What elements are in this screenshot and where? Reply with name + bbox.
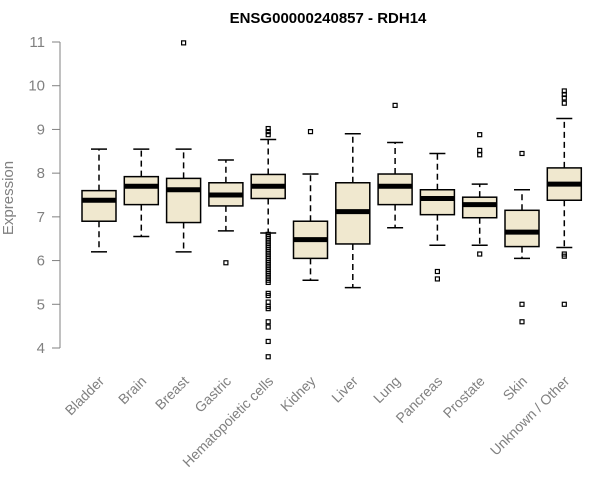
y-axis-label: Expression xyxy=(0,161,17,235)
y-tick-label: 11 xyxy=(29,34,45,51)
outlier-point xyxy=(392,102,398,108)
box-unknown-other xyxy=(546,88,583,307)
outlier-point xyxy=(265,338,271,345)
chart-title: ENSG00000240857 - RDH14 xyxy=(230,10,427,27)
outlier-point xyxy=(561,95,567,101)
iqr-box xyxy=(461,196,498,219)
outlier-point xyxy=(434,276,440,282)
iqr-box xyxy=(504,209,540,248)
outlier-point xyxy=(561,301,567,307)
box-kidney xyxy=(292,129,329,281)
outlier-point xyxy=(265,279,271,286)
x-tick-label: Kidney xyxy=(277,373,319,415)
outlier-point xyxy=(223,260,229,266)
outlier-point xyxy=(265,354,271,360)
y-tick-label: 4 xyxy=(37,340,45,357)
y-tick-label: 6 xyxy=(37,253,45,270)
x-tick-label: Skin xyxy=(500,373,531,404)
x-tick-label: Liver xyxy=(328,373,361,406)
y-tick-label: 5 xyxy=(37,296,45,313)
outlier-point xyxy=(265,299,271,305)
outlier-point xyxy=(265,125,271,132)
outlier-point xyxy=(477,132,483,138)
outlier-point xyxy=(519,150,525,157)
x-tick-label: Brain xyxy=(115,373,149,407)
outlier-point xyxy=(265,129,271,135)
box-hematopoietic-cells xyxy=(250,125,286,360)
box-series xyxy=(81,40,583,360)
outlier-point xyxy=(265,324,271,330)
box-breast xyxy=(165,40,202,253)
x-tick-label: Bladder xyxy=(62,373,108,419)
box-gastric xyxy=(208,159,244,266)
outlier-point xyxy=(519,319,525,325)
outlier-point xyxy=(265,319,271,325)
iqr-box xyxy=(419,189,456,216)
box-brain xyxy=(123,148,160,238)
box-bladder xyxy=(81,148,117,253)
y-tick-label: 9 xyxy=(37,121,45,138)
y-tick-label: 7 xyxy=(37,209,45,226)
outlier-point xyxy=(477,251,483,257)
outlier-point xyxy=(265,306,271,312)
outlier-point xyxy=(434,268,440,275)
outlier-point xyxy=(477,152,483,158)
iqr-box xyxy=(81,189,117,222)
x-tick-label: Lung xyxy=(370,373,403,406)
outlier-point xyxy=(561,100,567,106)
outlier-point xyxy=(561,253,567,259)
x-tick-label: Pancreas xyxy=(392,373,445,426)
outlier-point xyxy=(265,132,271,138)
outlier-point xyxy=(181,40,187,46)
outlier-point xyxy=(307,129,314,135)
box-liver xyxy=(335,133,371,289)
outlier-point xyxy=(477,147,483,154)
x-tick-label: Unknown / Other xyxy=(487,373,573,459)
iqr-box xyxy=(165,177,202,224)
y-axis: 4 5 6 7 8 9 10 11 xyxy=(28,34,61,357)
x-tick-label: Prostate xyxy=(440,373,488,421)
box-pancreas xyxy=(419,152,456,282)
iqr-box xyxy=(123,175,160,206)
box-prostate xyxy=(461,132,498,257)
y-tick-label: 10 xyxy=(28,78,45,95)
box-skin xyxy=(504,150,540,325)
outlier-point xyxy=(519,301,525,307)
outlier-point xyxy=(265,292,271,299)
x-tick-label: Breast xyxy=(152,373,192,413)
iqr-box xyxy=(377,173,413,206)
y-tick-label: 8 xyxy=(37,165,45,182)
box-lung xyxy=(377,102,413,229)
